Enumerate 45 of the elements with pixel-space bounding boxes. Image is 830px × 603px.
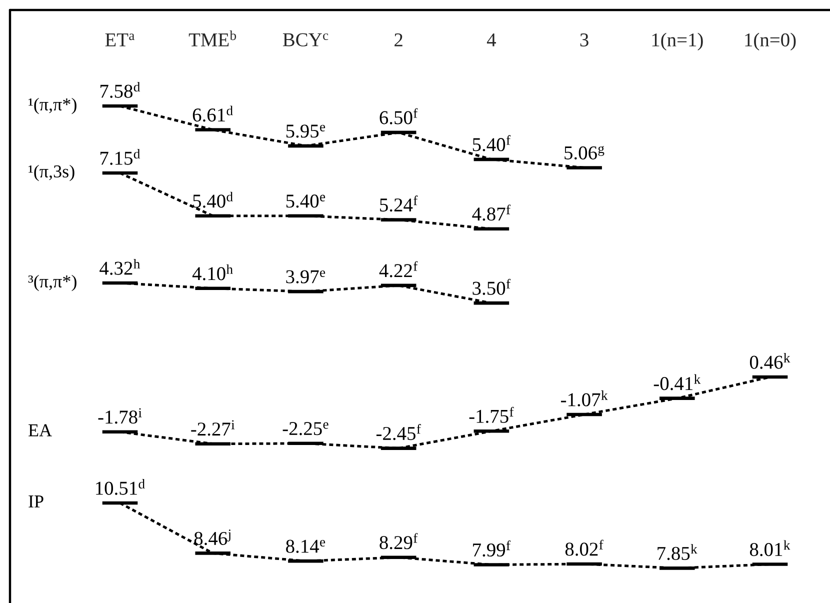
x-tick-label: ET$^{a}$ — [105, 33, 134, 46]
x-tick-label: 1(n=1) — [652, 32, 703, 50]
text: EA — [28, 424, 52, 436]
data-label: 6.50$^{f}$ — [380, 108, 418, 124]
data-label: -1.75$^{f}$ — [469, 406, 514, 423]
data-label: 5.06$^{g}$ — [564, 146, 604, 160]
data-label: 7.85$^{k}$ — [658, 544, 698, 560]
data-label: 4.32$^{h}$ — [100, 258, 140, 275]
data-label: -2.27$^{i}$ — [191, 420, 235, 436]
legend-label: ¹(π,π*) — [28, 98, 76, 114]
data-label: -1.07$^{k}$ — [561, 390, 608, 406]
x-tick-label: 3 — [580, 33, 588, 46]
data-label: 7.99$^{f}$ — [473, 540, 511, 557]
text: IP — [28, 496, 44, 508]
data-label: 3.50$^{f}$ — [472, 278, 511, 295]
data-label: 6.61$^{d}$ — [192, 106, 233, 122]
data-label: 7.58$^{d}$ — [100, 82, 140, 98]
data-label: 3.97$^{e}$ — [286, 270, 326, 284]
data-label: 10.51$^{d}$ — [96, 478, 145, 495]
data-label: -0.41$^{k}$ — [654, 374, 701, 390]
data-label: 5.40$^{e}$ — [286, 194, 326, 208]
x-tick-label: 2 — [394, 33, 402, 46]
data-label: -2.45$^{f}$ — [376, 424, 421, 440]
x-tick-label: BCY$^{c}$ — [282, 33, 328, 46]
data-label: 8.14$^{e}$ — [286, 540, 326, 553]
data-label: 8.29$^{f}$ — [380, 533, 418, 550]
x-tick-label: TME$^{b}$ — [188, 30, 236, 46]
data-label: 4.87$^{f}$ — [472, 204, 511, 221]
data-label: 5.40$^{f}$ — [472, 135, 511, 152]
data-label: 5.95$^{e}$ — [286, 124, 326, 138]
legend-label: ³(π,π*) — [28, 274, 76, 292]
data-label: 4.22$^{f}$ — [379, 261, 418, 278]
data-label: 5.24$^{f}$ — [380, 196, 418, 212]
text: ¹(π,3s) — [28, 164, 74, 182]
x-tick-label: 1(n=0) — [745, 32, 796, 50]
data-label: 5.40$^{d}$ — [193, 192, 233, 208]
data-label: -1.78$^{i}$ — [98, 408, 142, 424]
data-label: -2.25$^{e}$ — [282, 422, 328, 436]
data-label: 0.46$^{k}$ — [750, 352, 790, 369]
x-tick-label: 4 — [486, 34, 496, 46]
data-label: 4.10$^{h}$ — [192, 264, 233, 280]
data-label: 8.02$^{f}$ — [565, 540, 604, 556]
data-label: 8.46$^{j}$ — [194, 530, 230, 546]
data-label: 7.15$^{d}$ — [100, 148, 140, 165]
data-label: 8.01$^{k}$ — [750, 540, 790, 556]
